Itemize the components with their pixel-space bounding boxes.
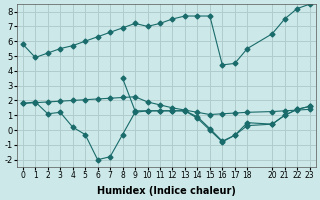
X-axis label: Humidex (Indice chaleur): Humidex (Indice chaleur)	[97, 186, 236, 196]
